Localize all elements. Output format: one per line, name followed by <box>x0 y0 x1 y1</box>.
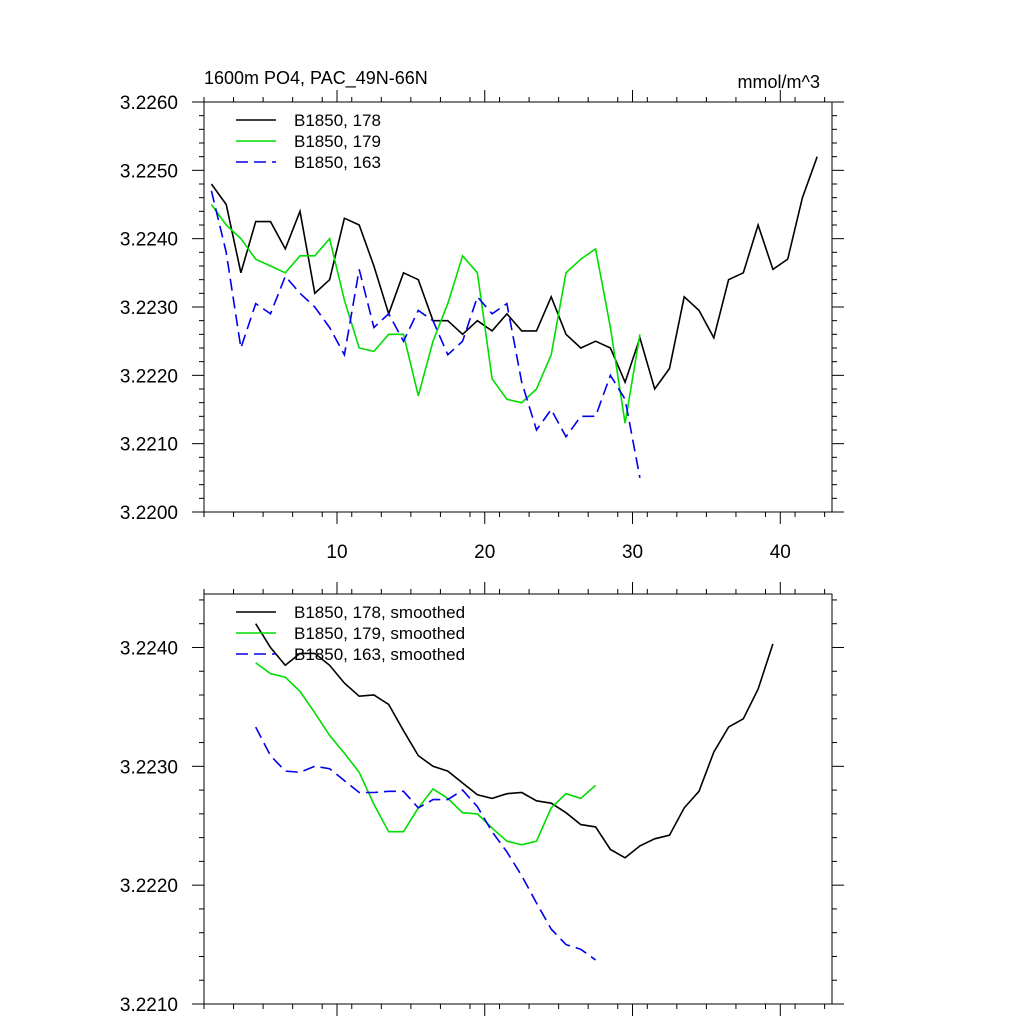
legend-label-3: B1850, 163 <box>294 153 381 172</box>
units-label: mmol/m^3 <box>738 72 820 92</box>
legend-label-2: B1850, 179 <box>294 132 381 151</box>
y-tick-label: 3.2220 <box>120 366 178 387</box>
y-tick-label: 3.2200 <box>120 503 178 524</box>
x-tick-label: 10 <box>326 542 347 563</box>
y-tick-label: 3.2240 <box>120 230 178 251</box>
legend-label-1: B1850, 178, smoothed <box>294 603 465 622</box>
y-tick-label: 3.2260 <box>120 93 178 114</box>
x-tick-label: 40 <box>770 542 791 563</box>
series-line-3 <box>254 726 597 961</box>
series-line-2 <box>210 204 641 424</box>
x-tick-label: 30 <box>622 542 643 563</box>
y-tick-label: 3.2210 <box>120 435 178 456</box>
series-line-1 <box>255 623 774 859</box>
legend-label-3: B1850, 163, smoothed <box>294 645 465 664</box>
top-panel: 10 20 30 40 3.2200 3.2210 3.2220 3.2230 3.2240 3.… <box>120 90 844 563</box>
series-line-2 <box>255 662 597 846</box>
y-tick-label: 3.2220 <box>120 876 178 897</box>
chart-title: 1600m PO4, PAC_49N-66N <box>204 68 428 89</box>
y-tick-label: 3.2240 <box>120 638 178 659</box>
legend-label-1: B1850, 178 <box>294 111 381 130</box>
series-line-1 <box>210 156 818 391</box>
y-tick-label: 3.2230 <box>120 757 178 778</box>
y-tick-label: 3.2210 <box>120 995 178 1016</box>
y-tick-label: 3.2250 <box>120 161 178 182</box>
x-tick-label: 20 <box>474 542 495 563</box>
plot-frame <box>203 593 833 1005</box>
series-line-3 <box>210 190 641 478</box>
legend-label-2: B1850, 179, smoothed <box>294 624 465 643</box>
y-tick-label: 3.2230 <box>120 298 178 319</box>
bottom-panel: 3.2210 3.2220 3.2230 3.2240 B1850, 178, smoo… <box>120 582 844 1016</box>
